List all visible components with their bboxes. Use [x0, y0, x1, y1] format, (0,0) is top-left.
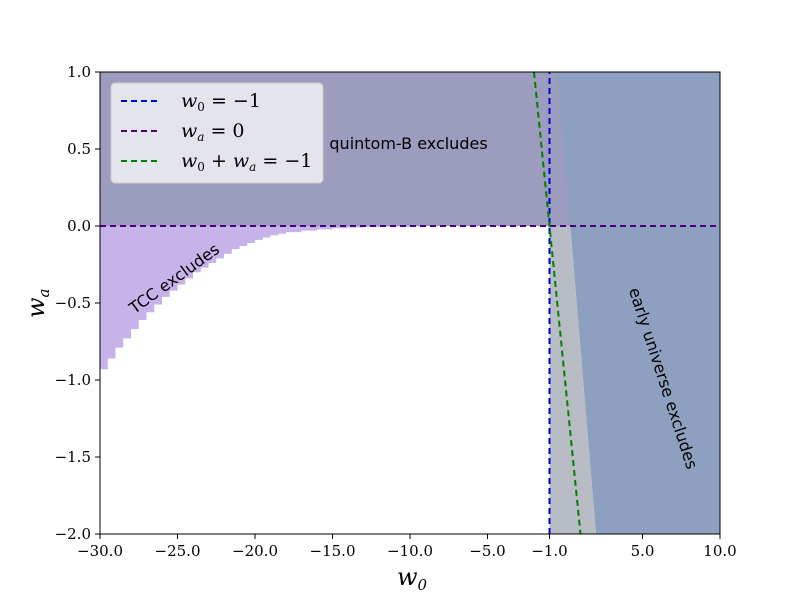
y-tick-label: −2.0 — [55, 525, 91, 543]
w0-plus-wa-line — [533, 72, 582, 534]
x-tick-label: 5.0 — [631, 542, 655, 560]
overlap-region — [549, 226, 596, 534]
y-tick-label: 1.0 — [67, 63, 91, 81]
x-axis-label: w0 — [397, 563, 428, 594]
y-tick-label: −1.5 — [55, 448, 91, 466]
legend-label-w0: w0 = −1 — [181, 90, 261, 114]
x-tick-label: −1.0 — [531, 542, 567, 560]
x-tick-label: −30.0 — [77, 542, 123, 560]
plot-area — [100, 72, 720, 534]
legend-label-wa: wa = 0 — [181, 120, 245, 144]
legend-box — [110, 82, 324, 184]
quintom-b-excludes-label: quintom-B excludes — [329, 134, 487, 153]
legend: w0 = −1 wa = 0 w0 + wa = −1 — [110, 82, 324, 184]
y-tick-label: −0.5 — [55, 294, 91, 312]
y-axis-label: wa — [22, 289, 53, 319]
tcc-excludes-region — [100, 226, 434, 370]
y-tick-label: −1.0 — [55, 371, 91, 389]
x-tick-label: −25.0 — [155, 542, 201, 560]
legend-label-sum: w0 + wa = −1 — [181, 150, 312, 174]
x-tick-label: 10.0 — [703, 542, 736, 560]
y-tick-label: 0.0 — [67, 217, 91, 235]
x-tick-label: −20.0 — [232, 542, 278, 560]
x-tick-label: −15.0 — [310, 542, 356, 560]
y-tick-label: 0.5 — [67, 140, 91, 158]
x-tick-label: −10.0 — [387, 542, 433, 560]
early-universe-excludes-region — [557, 72, 720, 534]
x-tick-label: −5.0 — [469, 542, 505, 560]
